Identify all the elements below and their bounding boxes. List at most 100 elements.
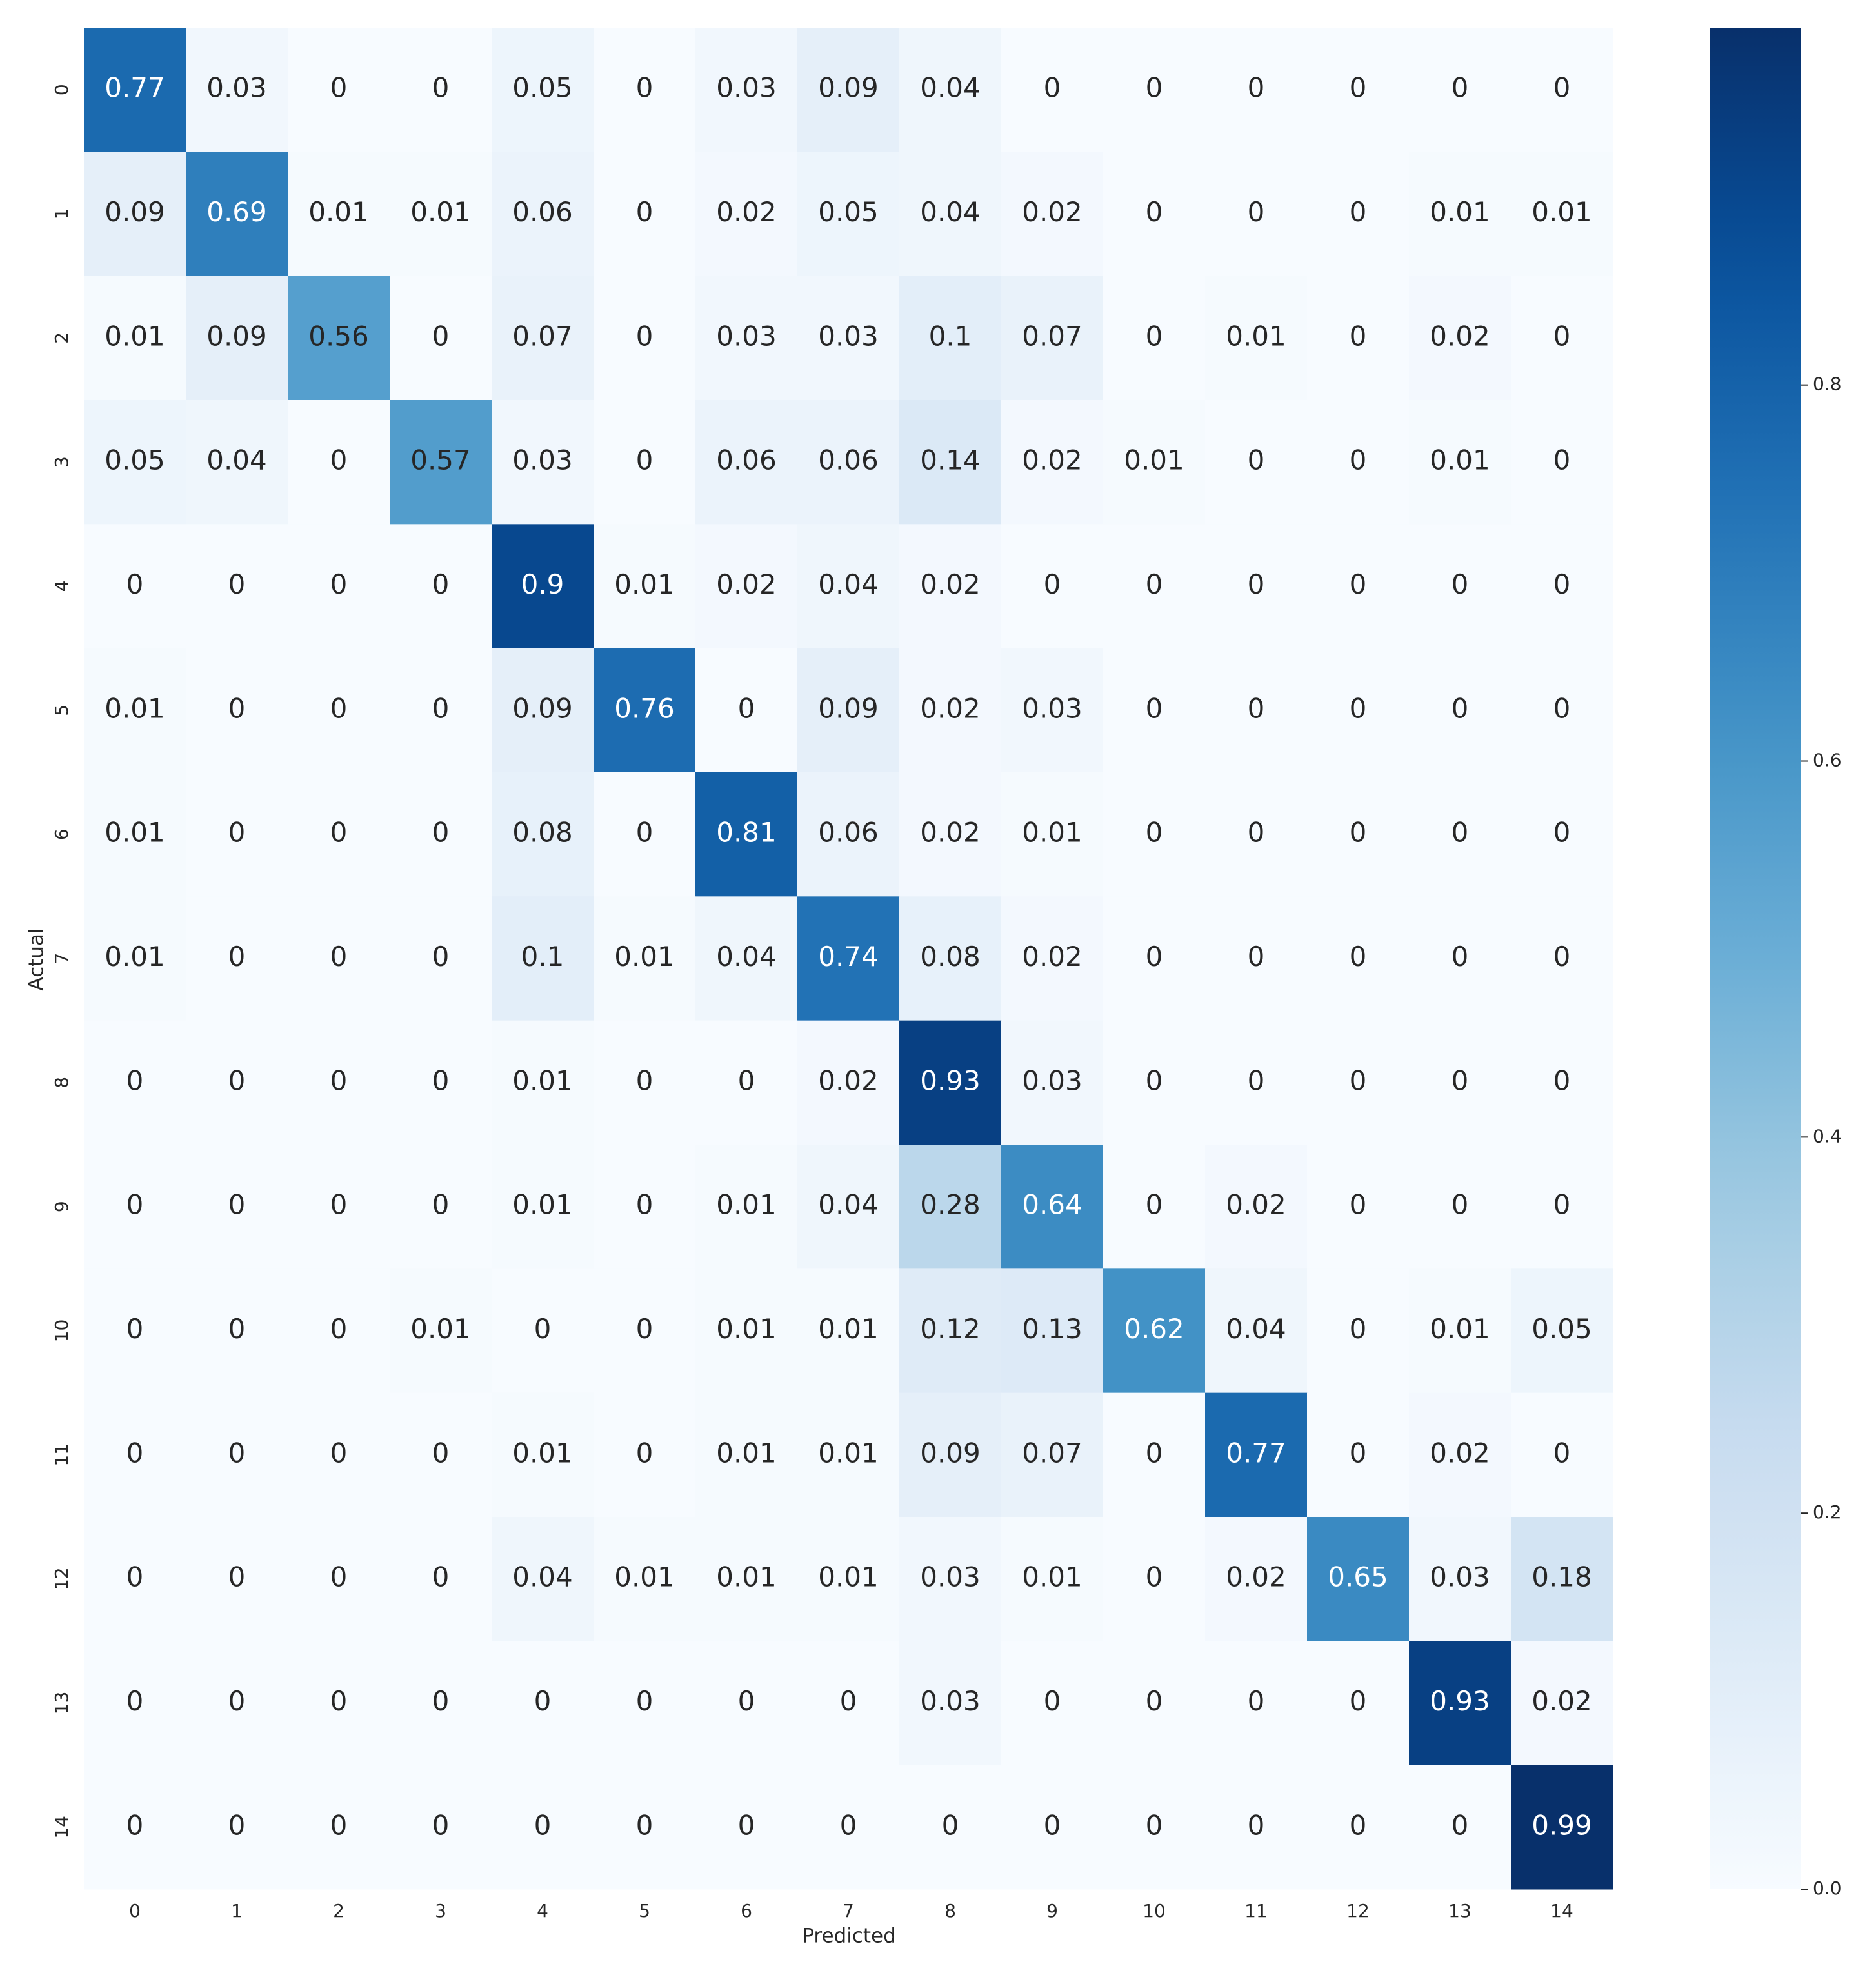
cell-label: 0 xyxy=(738,1809,755,1841)
cell-label: 0.01 xyxy=(1430,1313,1490,1345)
cell xyxy=(1511,1517,1613,1641)
cell-label: 0 xyxy=(1248,568,1265,600)
x-axis-label: Predicted xyxy=(802,1925,896,1948)
cell-label: 0 xyxy=(636,1313,654,1345)
cell xyxy=(84,28,186,152)
cell xyxy=(1103,28,1206,152)
cell-label: 0.02 xyxy=(818,1065,879,1096)
cell-label: 0 xyxy=(1248,445,1265,476)
cell xyxy=(1205,28,1308,152)
x-tick-label: 11 xyxy=(1244,1900,1268,1921)
cell-label: 0 xyxy=(1350,1809,1367,1841)
cell xyxy=(288,152,390,277)
cell xyxy=(84,400,186,525)
cell xyxy=(390,28,492,152)
cell xyxy=(288,772,390,897)
cell xyxy=(797,152,900,277)
cell-label: 0.81 xyxy=(716,817,777,848)
cell-label: 0 xyxy=(942,1809,959,1841)
cell-label: 0 xyxy=(228,692,246,724)
cell xyxy=(1103,152,1206,277)
cell xyxy=(1205,1392,1308,1518)
cell-label: 0 xyxy=(330,1065,348,1096)
cell xyxy=(899,648,1002,773)
x-tick-label: 1 xyxy=(231,1900,243,1921)
cell xyxy=(1409,1765,1512,1890)
cell xyxy=(186,1517,288,1641)
cell xyxy=(797,648,900,773)
colorbar-tick-label: 0.8 xyxy=(1813,374,1842,395)
cell xyxy=(186,896,288,1021)
cell xyxy=(288,896,390,1021)
cell xyxy=(390,152,492,277)
cell xyxy=(899,1268,1002,1394)
cell xyxy=(1307,1268,1410,1394)
cell xyxy=(594,1392,696,1518)
cell-label: 0 xyxy=(636,445,654,476)
cell-label: 0 xyxy=(126,568,144,600)
colorbar xyxy=(1710,28,1801,1889)
cell-label: 0 xyxy=(1553,941,1571,972)
cell xyxy=(899,152,1002,277)
cell xyxy=(1409,28,1512,152)
cell xyxy=(390,400,492,525)
cell xyxy=(1205,1020,1308,1145)
cell xyxy=(1205,1641,1308,1766)
cell xyxy=(390,648,492,773)
cell-label: 0 xyxy=(1146,1189,1163,1221)
cell xyxy=(1001,648,1104,773)
cell-label: 0 xyxy=(330,692,348,724)
cell xyxy=(797,772,900,897)
cell xyxy=(594,1020,696,1145)
x-tick-label: 2 xyxy=(333,1900,344,1921)
cell xyxy=(594,772,696,897)
colorbar-tick-label: 0.2 xyxy=(1813,1501,1842,1523)
cell xyxy=(797,1020,900,1145)
cell-label: 0 xyxy=(1248,692,1265,724)
cell xyxy=(899,276,1002,401)
cell-label: 0.06 xyxy=(818,817,879,848)
cell-label: 0.01 xyxy=(1430,445,1490,476)
cell xyxy=(1103,648,1206,773)
x-tick-label: 9 xyxy=(1046,1900,1058,1921)
cell-label: 0 xyxy=(126,1685,144,1717)
cell xyxy=(899,28,1002,152)
y-tick-label: 6 xyxy=(51,828,72,840)
cell xyxy=(695,1517,798,1641)
cell xyxy=(594,28,696,152)
cell xyxy=(594,152,696,277)
cell xyxy=(492,1020,594,1145)
cell-label: 0.57 xyxy=(410,445,471,476)
cell-label: 0 xyxy=(1553,568,1571,600)
cell-label: 0 xyxy=(228,941,246,972)
cell xyxy=(695,152,798,277)
cell xyxy=(1001,1392,1104,1518)
cell-label: 0 xyxy=(1146,1809,1163,1841)
cell-label: 0 xyxy=(1248,941,1265,972)
cell xyxy=(84,1145,186,1269)
cell xyxy=(594,400,696,525)
cell xyxy=(797,400,900,525)
cell-label: 0 xyxy=(1553,445,1571,476)
cell xyxy=(390,1641,492,1766)
cell-label: 0.05 xyxy=(1532,1313,1592,1345)
y-tick-label: 13 xyxy=(51,1692,72,1715)
cell-label: 0.01 xyxy=(512,1437,573,1468)
cell xyxy=(1511,1392,1613,1518)
cell xyxy=(84,1641,186,1766)
cell-label: 0 xyxy=(432,320,450,352)
cell-label: 0 xyxy=(636,1437,654,1468)
cell xyxy=(186,152,288,277)
cell-label: 0 xyxy=(1553,72,1571,104)
cell xyxy=(288,28,390,152)
cell xyxy=(84,1517,186,1641)
cell-label: 0 xyxy=(534,1809,552,1841)
cell xyxy=(186,276,288,401)
cell xyxy=(797,1641,900,1766)
cell xyxy=(288,1145,390,1269)
cell-label: 0.09 xyxy=(920,1437,981,1468)
cell-label: 0 xyxy=(1350,445,1367,476)
cell-label: 0.02 xyxy=(1430,1437,1490,1468)
cell xyxy=(186,1392,288,1518)
cell xyxy=(186,648,288,773)
